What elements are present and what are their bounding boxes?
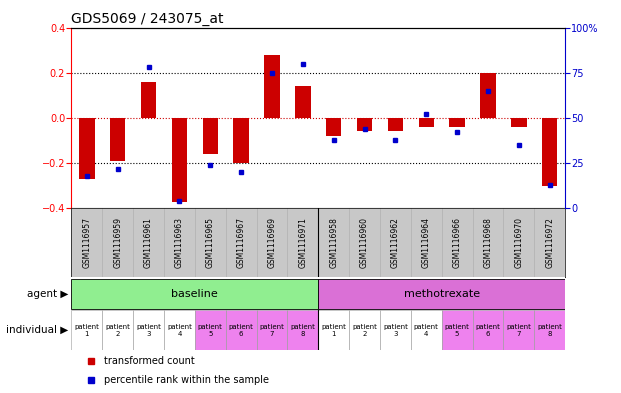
Text: GSM1116960: GSM1116960 — [360, 217, 369, 268]
Text: baseline: baseline — [171, 289, 218, 299]
Text: GSM1116957: GSM1116957 — [83, 217, 91, 268]
Text: patient
5: patient 5 — [198, 323, 223, 337]
Text: patient
3: patient 3 — [383, 323, 408, 337]
Text: percentile rank within the sample: percentile rank within the sample — [104, 375, 268, 386]
Text: GSM1116959: GSM1116959 — [113, 217, 122, 268]
Text: methotrexate: methotrexate — [404, 289, 480, 299]
FancyBboxPatch shape — [380, 310, 411, 350]
FancyBboxPatch shape — [411, 310, 442, 350]
Text: patient
8: patient 8 — [291, 323, 315, 337]
Text: GSM1116967: GSM1116967 — [237, 217, 246, 268]
Text: transformed count: transformed count — [104, 356, 194, 366]
Text: GSM1116962: GSM1116962 — [391, 217, 400, 268]
FancyBboxPatch shape — [442, 310, 473, 350]
Text: patient
4: patient 4 — [414, 323, 438, 337]
Bar — [79, 118, 94, 179]
Bar — [542, 118, 558, 185]
Bar — [265, 55, 279, 118]
FancyBboxPatch shape — [319, 279, 565, 309]
Bar — [233, 118, 249, 163]
Text: GSM1116970: GSM1116970 — [514, 217, 524, 268]
Text: patient
1: patient 1 — [321, 323, 346, 337]
Bar — [110, 118, 125, 161]
Text: GSM1116972: GSM1116972 — [545, 217, 554, 268]
Bar — [480, 73, 496, 118]
Text: patient
4: patient 4 — [167, 323, 192, 337]
Text: GSM1116963: GSM1116963 — [175, 217, 184, 268]
FancyBboxPatch shape — [256, 310, 288, 350]
Text: patient
7: patient 7 — [260, 323, 284, 337]
Text: GSM1116964: GSM1116964 — [422, 217, 431, 268]
FancyBboxPatch shape — [473, 310, 504, 350]
Text: GSM1116968: GSM1116968 — [484, 217, 492, 268]
FancyBboxPatch shape — [71, 310, 102, 350]
Text: GSM1116958: GSM1116958 — [329, 217, 338, 268]
Text: patient
2: patient 2 — [352, 323, 377, 337]
FancyBboxPatch shape — [102, 310, 133, 350]
Text: patient
2: patient 2 — [106, 323, 130, 337]
Text: patient
3: patient 3 — [136, 323, 161, 337]
FancyBboxPatch shape — [504, 310, 534, 350]
FancyBboxPatch shape — [225, 310, 256, 350]
Text: GSM1116966: GSM1116966 — [453, 217, 461, 268]
Text: GSM1116969: GSM1116969 — [268, 217, 276, 268]
Text: GSM1116971: GSM1116971 — [298, 217, 307, 268]
FancyBboxPatch shape — [319, 310, 349, 350]
Bar — [141, 82, 156, 118]
Bar — [326, 118, 342, 136]
FancyBboxPatch shape — [164, 310, 195, 350]
Text: patient
5: patient 5 — [445, 323, 469, 337]
Bar — [450, 118, 465, 127]
FancyBboxPatch shape — [133, 310, 164, 350]
Bar — [511, 118, 527, 127]
Text: patient
1: patient 1 — [75, 323, 99, 337]
Bar — [357, 118, 372, 131]
Text: GSM1116961: GSM1116961 — [144, 217, 153, 268]
FancyBboxPatch shape — [349, 310, 380, 350]
Bar — [295, 86, 310, 118]
FancyBboxPatch shape — [288, 310, 319, 350]
Text: patient
6: patient 6 — [476, 323, 501, 337]
Bar — [388, 118, 403, 131]
Text: agent ▶: agent ▶ — [27, 289, 68, 299]
Text: patient
6: patient 6 — [229, 323, 253, 337]
Text: GDS5069 / 243075_at: GDS5069 / 243075_at — [71, 13, 224, 26]
Bar — [419, 118, 434, 127]
FancyBboxPatch shape — [534, 310, 565, 350]
Text: patient
8: patient 8 — [537, 323, 562, 337]
Text: patient
7: patient 7 — [506, 323, 531, 337]
Text: individual ▶: individual ▶ — [6, 325, 68, 335]
FancyBboxPatch shape — [195, 310, 225, 350]
FancyBboxPatch shape — [71, 279, 319, 309]
Text: GSM1116965: GSM1116965 — [206, 217, 215, 268]
Bar — [171, 118, 187, 202]
Bar — [202, 118, 218, 154]
